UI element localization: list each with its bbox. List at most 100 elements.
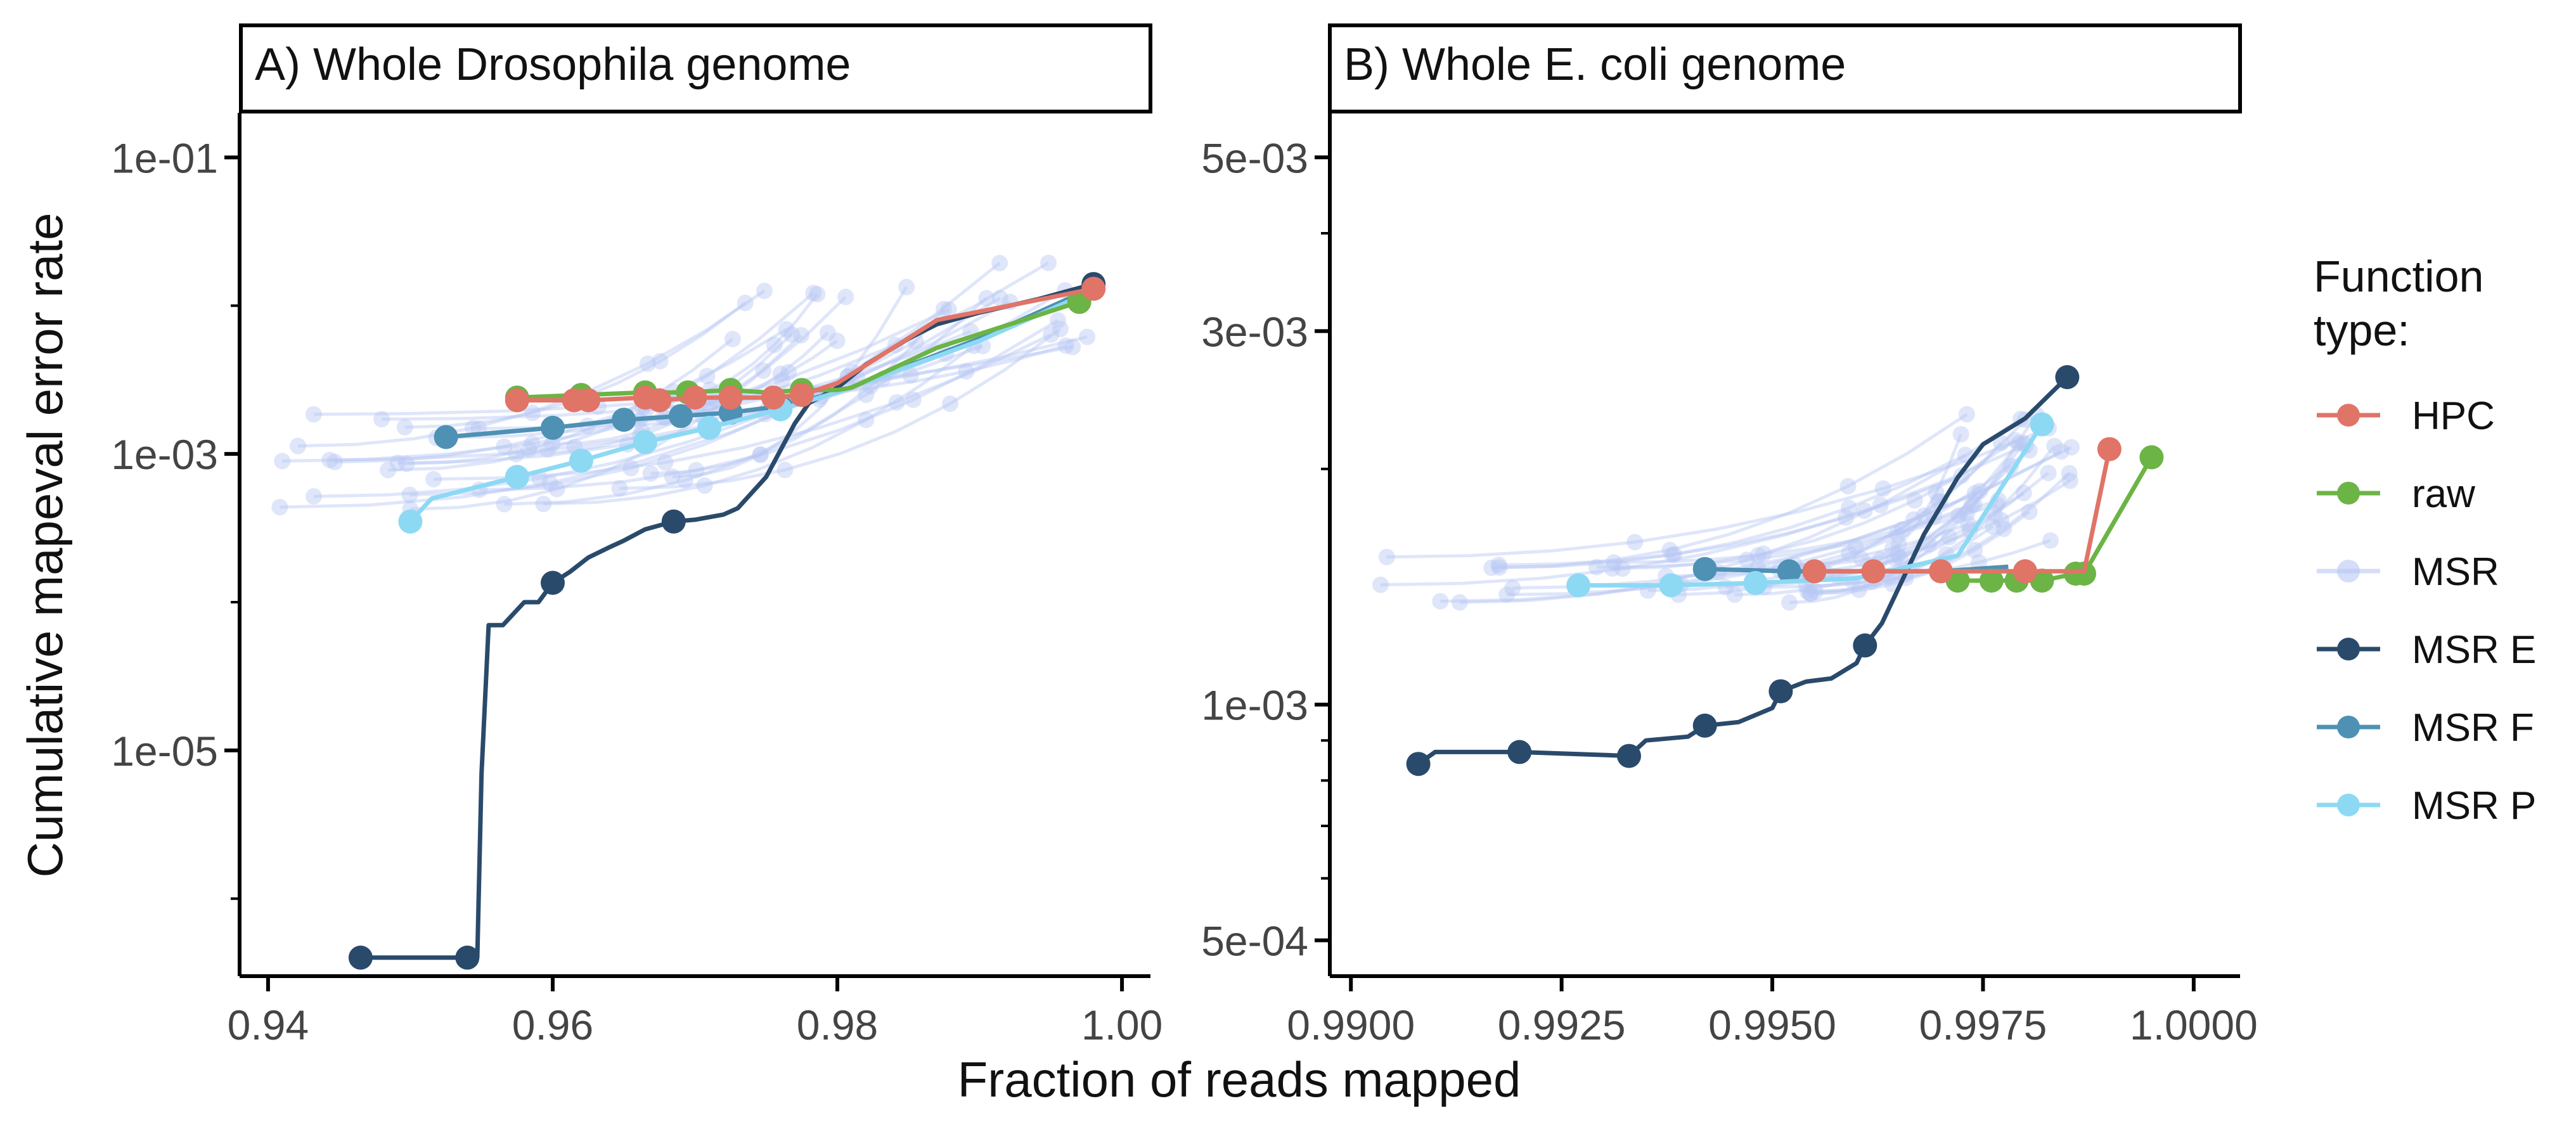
msr-point-b	[2010, 435, 2027, 452]
msr-point-a	[1057, 337, 1074, 354]
msr-trace-a	[406, 337, 734, 466]
series-point-msr-e-b	[2055, 365, 2080, 389]
msr-point-b	[1738, 551, 1755, 569]
series-point-hpc-a	[718, 385, 743, 410]
msr-point-a	[535, 496, 552, 512]
msr-point-b	[1941, 529, 1958, 546]
msr-point-b	[1504, 579, 1521, 596]
y-tick-label-b: 5e-04	[1201, 917, 1308, 964]
msr-point-a	[425, 471, 442, 487]
msr-trace-b	[1794, 479, 2071, 567]
msr-point-a	[902, 367, 919, 384]
series-point-msr-p-b	[1659, 573, 1684, 598]
series-point-msr-f-a	[541, 415, 565, 440]
legend-marker-msr-e	[2337, 638, 2360, 660]
msr-point-a	[398, 455, 415, 472]
y-tick-label-b: 1e-03	[1201, 682, 1308, 729]
series-lines	[348, 272, 2164, 970]
msr-point-a	[696, 477, 713, 494]
series-point-msr-f-a	[434, 425, 458, 449]
msr-trace-a	[543, 344, 975, 506]
msr-point-a	[688, 461, 705, 479]
x-axis-label: Fraction of reads mapped	[958, 1052, 1521, 1107]
series-point-msr-p-b	[1566, 573, 1591, 598]
legend: Function type: HPC raw MSR MSR E MSR F MSR P	[2314, 252, 2536, 828]
msr-point-b	[1886, 550, 1903, 567]
msr-point-a	[991, 290, 1008, 307]
msr-point-b	[1378, 548, 1395, 565]
series-point-msr-e-a	[455, 945, 480, 970]
msr-point-a	[828, 332, 846, 349]
msr-point-b	[2042, 532, 2059, 549]
msr-point-a	[780, 364, 797, 381]
msr-point-a	[773, 372, 790, 389]
msr-point-a	[657, 454, 674, 471]
series-point-msr-f-a	[612, 408, 636, 432]
y-tick-label-a: 1e-01	[111, 134, 218, 181]
legend-label-msr-f: MSR F	[2412, 706, 2534, 750]
legend-marker-hpc	[2337, 404, 2360, 427]
msr-point-a	[1050, 312, 1066, 329]
series-point-msr-e-b	[1507, 740, 1532, 764]
x-tick-label-a: 0.96	[512, 1001, 593, 1048]
series-point-hpc-b	[1802, 559, 1827, 584]
msr-point-a	[978, 290, 995, 307]
msr-point-b	[1952, 426, 1969, 443]
x-tick-label-a: 0.94	[228, 1001, 309, 1048]
series-point-hpc-a	[1081, 276, 1106, 301]
y-tick-label-b: 3e-03	[1201, 308, 1308, 355]
series-point-hpc-a	[505, 388, 529, 413]
msr-point-b	[1604, 560, 1621, 577]
msr-point-a	[664, 468, 681, 486]
msr-point-b	[1806, 583, 1824, 600]
msr-point-a	[389, 454, 406, 472]
msr-point-a	[321, 451, 338, 468]
msr-point-b	[1971, 482, 1988, 499]
x-tick-label-a: 1.00	[1081, 1001, 1162, 1048]
msr-trace-a	[650, 307, 945, 475]
msr-point-b	[1802, 585, 1819, 602]
msr-point-b	[1963, 496, 1980, 513]
series-point-hpc-a	[683, 385, 707, 410]
panel-b-title-box	[1328, 23, 2242, 113]
msr-point-a	[809, 286, 826, 303]
msr-point-b	[1916, 507, 1933, 524]
msr-point-a	[858, 386, 875, 403]
msr-point-a	[496, 496, 513, 513]
msr-point-b	[1888, 525, 1905, 543]
msr-point-b	[1966, 496, 1983, 513]
msr-trace-a	[280, 297, 1001, 509]
msr-point-a	[508, 446, 525, 463]
legend-label-raw: raw	[2412, 472, 2475, 516]
msr-point-b	[1950, 507, 1967, 524]
legend-label-msr-p: MSR P	[2412, 784, 2536, 828]
msr-point-a	[496, 438, 513, 455]
msr-point-b	[1906, 492, 1923, 509]
msr-point-a	[541, 475, 558, 491]
msr-trace-a	[434, 333, 1052, 481]
msr-trace-a	[330, 344, 984, 462]
panel-a-title: A) Whole Drosophila genome	[255, 39, 851, 90]
series-point-msr-p-a	[398, 509, 423, 534]
series-point-hpc-a	[789, 383, 814, 408]
msr-point-a	[752, 446, 769, 463]
y-tick-label-a: 1e-05	[111, 728, 218, 775]
y-tick-label-b: 5e-03	[1201, 134, 1308, 181]
msr-point-a	[524, 435, 541, 452]
msr-point-b	[1920, 536, 1937, 553]
msr-point-b	[1890, 536, 1907, 553]
msr-point-a	[724, 330, 741, 347]
msr-point-a	[772, 365, 789, 382]
series-point-hpc-a	[761, 385, 785, 410]
msr-point-b	[2052, 443, 2070, 460]
msr-point-b	[1838, 509, 1855, 526]
msr-trace-b	[1498, 474, 1962, 567]
series-point-msr-e-b	[1692, 713, 1717, 738]
msr-trace-b	[1810, 414, 2038, 579]
msr-point-a	[1052, 321, 1069, 337]
series-point-msr-e-b	[1768, 679, 1793, 704]
msr-point-a	[380, 461, 397, 479]
msr-point-b	[1892, 550, 1909, 567]
series-point-msr-p-b	[1743, 570, 1768, 595]
